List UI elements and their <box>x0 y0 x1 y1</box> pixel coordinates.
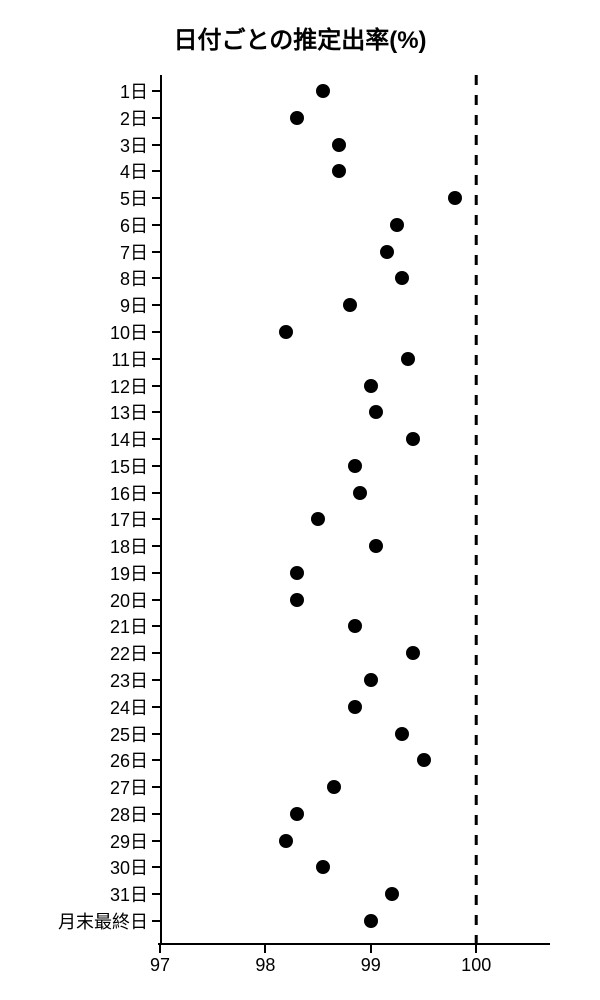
y-axis-label: 19日 <box>110 560 160 586</box>
y-axis-label: 24日 <box>110 694 160 720</box>
data-point <box>395 271 409 285</box>
data-point <box>417 753 431 767</box>
x-axis-label: 100 <box>461 945 491 976</box>
y-axis-label: 8日 <box>120 265 160 291</box>
y-axis-label: 4日 <box>120 158 160 184</box>
y-axis-label: 9日 <box>120 292 160 318</box>
data-point <box>401 352 415 366</box>
y-axis-label: 22日 <box>110 640 160 666</box>
y-axis-label: 1日 <box>120 78 160 104</box>
data-point <box>448 191 462 205</box>
data-point <box>369 405 383 419</box>
data-point <box>348 700 362 714</box>
data-point <box>369 539 383 553</box>
data-point <box>406 432 420 446</box>
data-point <box>316 84 330 98</box>
data-point <box>395 727 409 741</box>
data-point <box>311 512 325 526</box>
data-point <box>348 459 362 473</box>
data-point <box>290 566 304 580</box>
data-point <box>385 887 399 901</box>
data-point <box>353 486 367 500</box>
data-point <box>364 673 378 687</box>
plot-area: 1日2日3日4日5日6日7日8日9日10日11日12日13日14日15日16日1… <box>160 75 550 945</box>
y-axis-label: 28日 <box>110 801 160 827</box>
data-point <box>332 138 346 152</box>
x-axis-label: 99 <box>361 945 381 976</box>
y-axis-label: 23日 <box>110 667 160 693</box>
data-point <box>380 245 394 259</box>
data-point <box>290 111 304 125</box>
data-point <box>279 325 293 339</box>
reference-line <box>160 75 550 945</box>
y-axis-label: 30日 <box>110 854 160 880</box>
y-axis-label: 3日 <box>120 132 160 158</box>
y-axis-label: 6日 <box>120 212 160 238</box>
chart-title: 日付ごとの推定出率(%) <box>0 20 600 55</box>
y-axis-label: 17日 <box>110 506 160 532</box>
y-axis-label: 31日 <box>110 881 160 907</box>
y-axis-label: 14日 <box>110 426 160 452</box>
data-point <box>364 379 378 393</box>
data-point <box>332 164 346 178</box>
data-point <box>343 298 357 312</box>
y-axis-label: 15日 <box>110 453 160 479</box>
y-axis-label: 27日 <box>110 774 160 800</box>
y-axis-label: 29日 <box>110 828 160 854</box>
data-point <box>406 646 420 660</box>
y-axis-label: 7日 <box>120 239 160 265</box>
chart-container: 日付ごとの推定出率(%) 1日2日3日4日5日6日7日8日9日10日11日12日… <box>0 0 600 1000</box>
y-axis-label: 25日 <box>110 721 160 747</box>
data-point <box>390 218 404 232</box>
x-axis-label: 97 <box>150 945 170 976</box>
y-axis-label: 20日 <box>110 587 160 613</box>
y-axis-label: 18日 <box>110 533 160 559</box>
data-point <box>348 619 362 633</box>
data-point <box>327 780 341 794</box>
y-axis-label: 11日 <box>111 346 160 372</box>
y-axis-label: 10日 <box>110 319 160 345</box>
data-point <box>316 860 330 874</box>
x-axis-label: 98 <box>255 945 275 976</box>
data-point <box>364 914 378 928</box>
y-axis-label: 月末最終日 <box>58 908 160 934</box>
y-axis-label: 21日 <box>110 613 160 639</box>
data-point <box>279 834 293 848</box>
data-point <box>290 807 304 821</box>
y-axis-label: 16日 <box>110 480 160 506</box>
y-axis-label: 12日 <box>110 373 160 399</box>
data-point <box>290 593 304 607</box>
y-axis-label: 26日 <box>110 747 160 773</box>
y-axis-label: 5日 <box>120 185 160 211</box>
y-axis-label: 13日 <box>110 399 160 425</box>
y-axis-label: 2日 <box>120 105 160 131</box>
